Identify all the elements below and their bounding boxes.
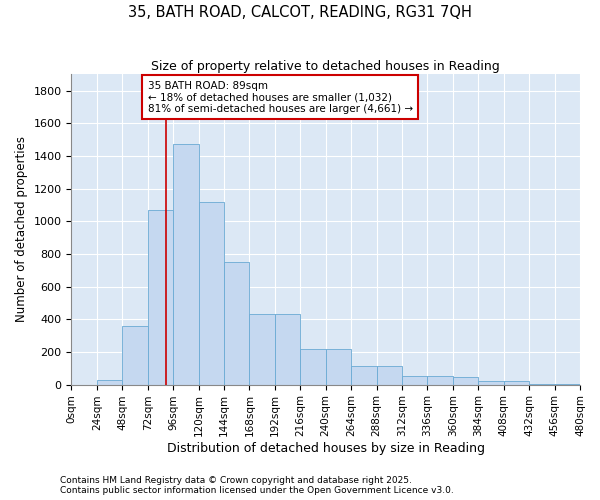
Text: Contains HM Land Registry data © Crown copyright and database right 2025.
Contai: Contains HM Land Registry data © Crown c… — [60, 476, 454, 495]
Bar — [97, 380, 122, 384]
Bar — [377, 366, 402, 384]
X-axis label: Distribution of detached houses by size in Reading: Distribution of detached houses by size … — [167, 442, 485, 455]
Bar — [478, 380, 504, 384]
Bar — [224, 262, 250, 384]
Bar — [250, 314, 275, 384]
Bar — [300, 348, 326, 384]
Bar — [351, 366, 377, 384]
Bar — [326, 348, 351, 384]
Bar — [504, 382, 529, 384]
Y-axis label: Number of detached properties: Number of detached properties — [15, 136, 28, 322]
Text: 35, BATH ROAD, CALCOT, READING, RG31 7QH: 35, BATH ROAD, CALCOT, READING, RG31 7QH — [128, 5, 472, 20]
Bar — [453, 377, 478, 384]
Title: Size of property relative to detached houses in Reading: Size of property relative to detached ho… — [151, 60, 500, 73]
Bar — [427, 376, 453, 384]
Bar — [173, 144, 199, 384]
Bar — [402, 376, 427, 384]
Bar — [275, 314, 300, 384]
Bar — [199, 202, 224, 384]
Text: 35 BATH ROAD: 89sqm
← 18% of detached houses are smaller (1,032)
81% of semi-det: 35 BATH ROAD: 89sqm ← 18% of detached ho… — [148, 80, 413, 114]
Bar — [122, 326, 148, 384]
Bar — [148, 210, 173, 384]
